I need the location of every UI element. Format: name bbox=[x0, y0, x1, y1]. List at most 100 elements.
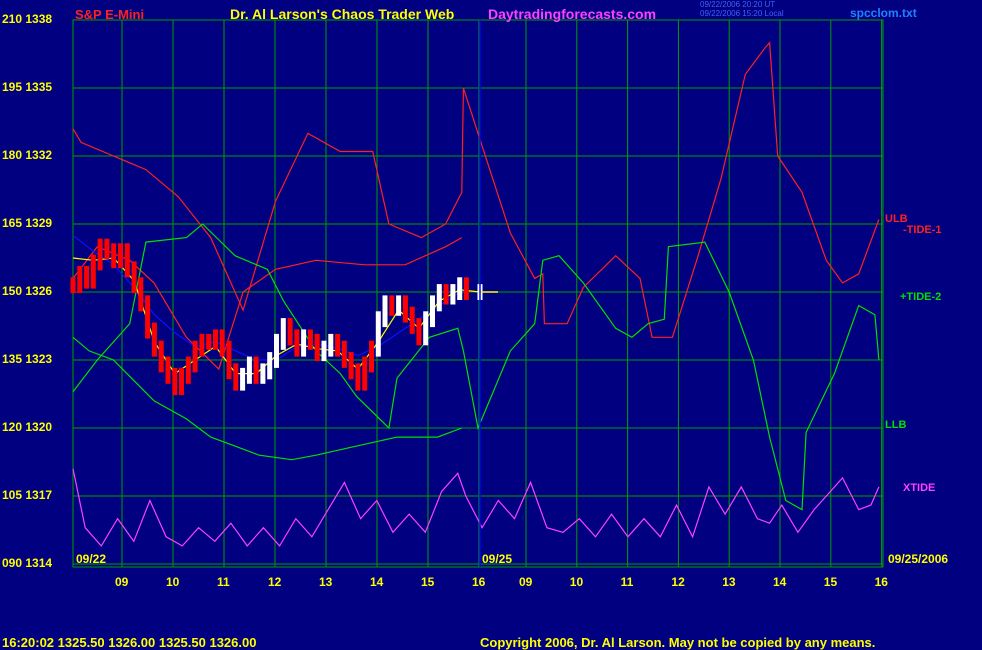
series-label-ulb: ULB bbox=[885, 213, 908, 225]
price-bar bbox=[84, 265, 90, 289]
x-tick-label: 15 bbox=[823, 575, 838, 589]
price-bar bbox=[416, 318, 422, 346]
price-bar bbox=[314, 333, 320, 362]
x-tick-label: 13 bbox=[722, 575, 736, 589]
x-tick-label: 13 bbox=[319, 575, 333, 589]
x-tick-label: 16 bbox=[472, 575, 486, 589]
price-bar bbox=[124, 243, 130, 278]
x-tick-label: 12 bbox=[268, 575, 282, 589]
x-tick-label: 15 bbox=[421, 575, 435, 589]
price-bar bbox=[328, 333, 334, 357]
price-bar bbox=[436, 284, 442, 312]
date-label-start: 09/22 bbox=[76, 552, 107, 566]
price-bar bbox=[382, 295, 388, 328]
y-tick-label: 150 1326 bbox=[2, 284, 53, 298]
price-bar bbox=[206, 333, 212, 350]
series-label-llb: LLB bbox=[885, 419, 907, 431]
price-bar bbox=[172, 367, 178, 396]
copyright-notice: Copyright 2006, Dr. Al Larson. May not b… bbox=[480, 635, 876, 650]
price-bar bbox=[145, 295, 151, 339]
price-bar bbox=[131, 261, 137, 294]
price-bar bbox=[389, 295, 395, 316]
price-bar bbox=[213, 329, 218, 350]
price-bar bbox=[267, 352, 273, 380]
price-bar bbox=[192, 340, 198, 373]
x-tick-label: 11 bbox=[217, 575, 230, 589]
series-line-xtide bbox=[72, 468, 880, 547]
x-tick-label: 16 bbox=[874, 575, 888, 589]
price-bar bbox=[463, 277, 469, 300]
price-bar bbox=[226, 340, 232, 380]
price-bar bbox=[443, 284, 449, 305]
price-bar bbox=[355, 363, 361, 391]
price-bar bbox=[287, 318, 293, 346]
price-bar bbox=[450, 284, 456, 305]
price-bar bbox=[423, 311, 429, 346]
price-bar bbox=[294, 329, 300, 357]
price-bar bbox=[362, 356, 368, 391]
price-bar bbox=[165, 356, 171, 384]
series-line-ulb bbox=[72, 41, 880, 338]
instrument-label: S&P E-Mini bbox=[75, 7, 145, 22]
price-bar bbox=[199, 333, 205, 357]
date-label-end: 09/25/2006 bbox=[888, 552, 949, 566]
grid bbox=[72, 19, 884, 568]
x-tick-label: 09 bbox=[115, 575, 129, 589]
price-bar bbox=[301, 329, 307, 357]
price-bar bbox=[335, 333, 341, 357]
x-tick-label: 14 bbox=[370, 575, 384, 589]
timestamp-ut: 09/22/2006 20:20 UT bbox=[700, 0, 776, 9]
price-bar bbox=[402, 295, 408, 323]
price-bar bbox=[185, 356, 191, 384]
x-tick-label: 10 bbox=[166, 575, 180, 589]
y-tick-label: 165 1329 bbox=[2, 216, 53, 230]
y-tick-label: 105 1317 bbox=[2, 488, 53, 502]
x-tick-label: 11 bbox=[620, 575, 634, 589]
price-bar bbox=[90, 254, 96, 289]
price-bar bbox=[253, 356, 259, 384]
price-bar bbox=[321, 340, 327, 362]
price-bar bbox=[246, 356, 252, 384]
price-bar bbox=[348, 352, 354, 380]
price-bar bbox=[375, 311, 381, 357]
page-title: Dr. Al Larson's Chaos Trader Web bbox=[230, 6, 455, 22]
price-bar bbox=[70, 277, 76, 294]
data-file-label: spcclom.txt bbox=[850, 6, 917, 20]
price-bar bbox=[179, 367, 184, 396]
x-tick-label: 10 bbox=[569, 575, 584, 589]
price-bar bbox=[240, 367, 246, 391]
y-tick-label: 180 1332 bbox=[2, 148, 53, 162]
x-tick-label: 14 bbox=[773, 575, 787, 589]
price-bar bbox=[233, 363, 239, 391]
price-bar bbox=[369, 340, 374, 373]
y-tick-label: 195 1335 bbox=[2, 80, 53, 94]
y-tick-label: 090 1314 bbox=[2, 556, 53, 570]
y-tick-label: 135 1323 bbox=[2, 352, 53, 366]
series-line-tide-2 bbox=[72, 223, 880, 511]
x-tick-label: 09 bbox=[519, 575, 533, 589]
site-link[interactable]: Daytradingforecasts.com bbox=[488, 6, 657, 22]
price-bar bbox=[341, 340, 347, 368]
price-bar bbox=[111, 243, 117, 269]
price-bar bbox=[409, 306, 415, 334]
price-bar bbox=[151, 322, 157, 357]
price-bar bbox=[307, 329, 313, 350]
price-bar bbox=[396, 295, 402, 316]
price-bar bbox=[430, 295, 435, 328]
price-bar bbox=[260, 363, 266, 384]
y-tick-label: 210 1338 bbox=[2, 12, 53, 26]
price-bar bbox=[280, 318, 286, 350]
price-bar bbox=[138, 277, 144, 312]
timestamp-local: 09/22/2006 15:20 Local bbox=[700, 9, 784, 18]
price-bar bbox=[77, 265, 83, 294]
y-tick-label: 120 1320 bbox=[2, 420, 53, 434]
price-bar bbox=[104, 238, 110, 260]
price-bar bbox=[274, 333, 279, 368]
price-bar bbox=[118, 243, 123, 269]
quote-readout: 16:20:02 1325.50 1326.00 1325.50 1326.00 bbox=[2, 635, 257, 650]
price-bar bbox=[457, 277, 463, 300]
date-label-mid: 09/25 bbox=[482, 552, 513, 566]
series-label-tide2: +TIDE-2 bbox=[900, 291, 942, 303]
